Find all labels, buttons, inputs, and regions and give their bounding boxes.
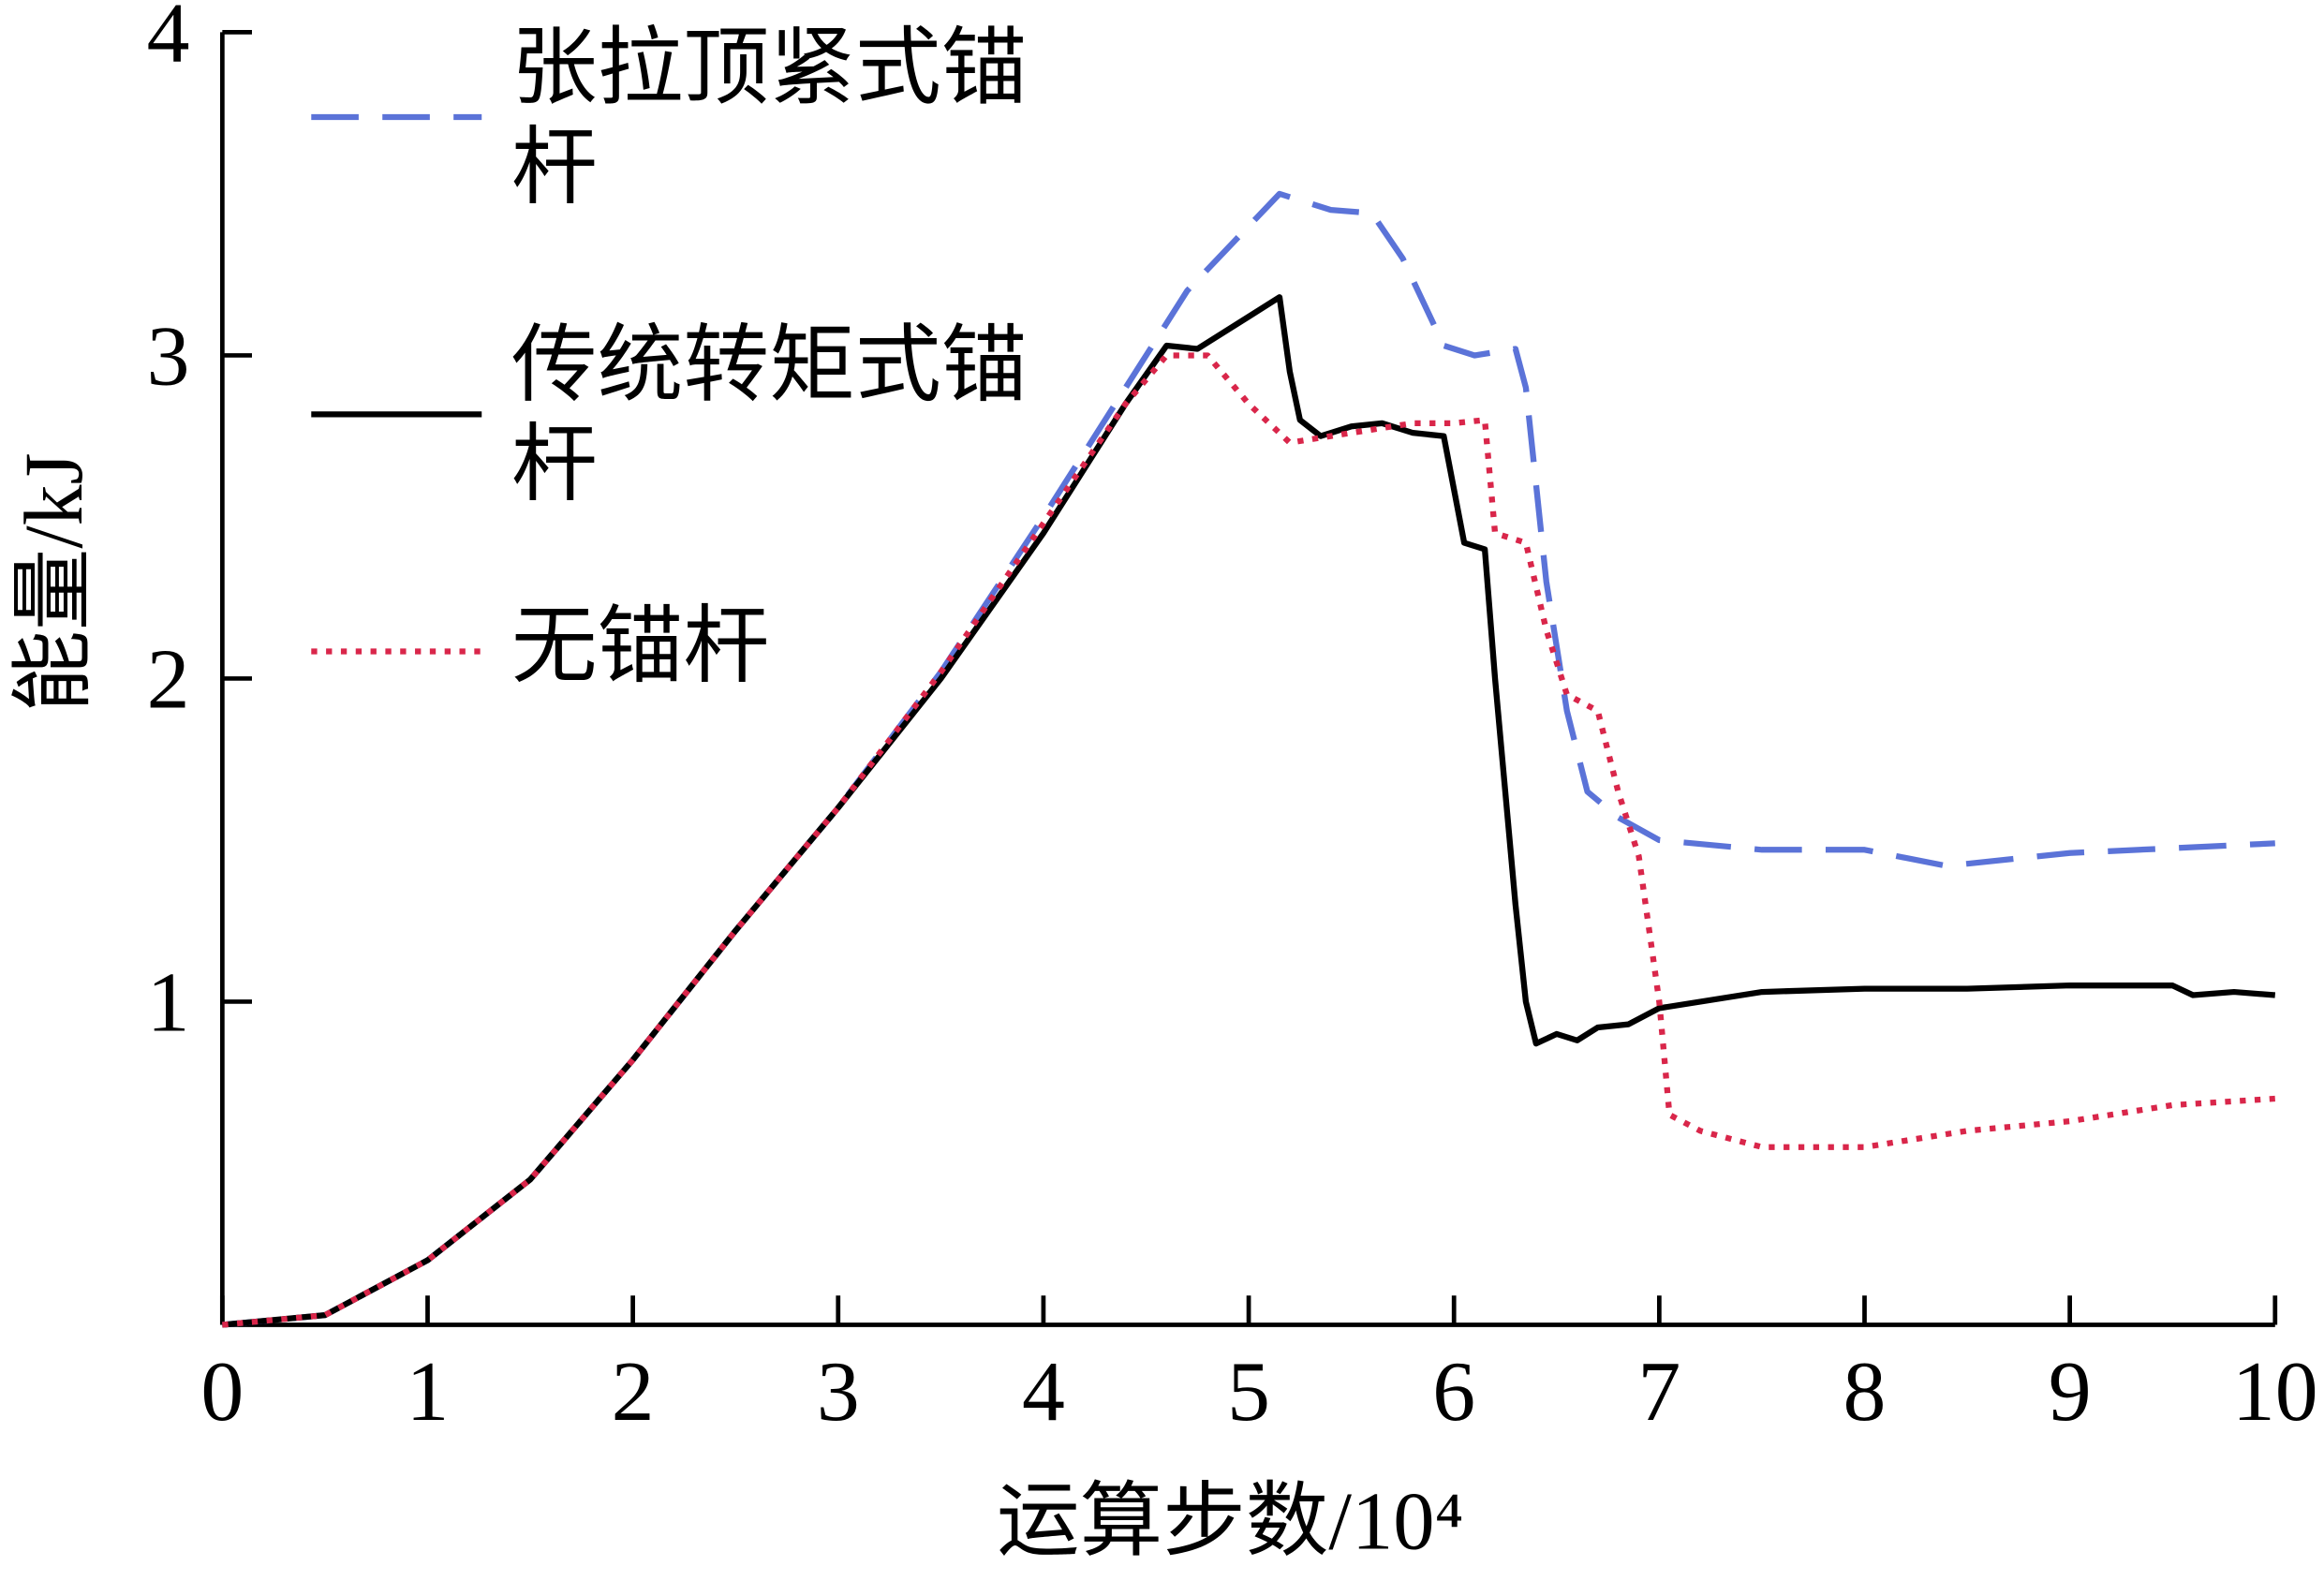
y-tick-label: 2 [147, 632, 190, 726]
x-tick-label: 7 [1637, 1345, 1680, 1439]
x-tick-label: 9 [2049, 1345, 2092, 1439]
x-tick-label: 4 [1022, 1345, 1065, 1439]
legend-item: 无锚杆 [511, 596, 770, 696]
legend-item: 张拉顶紧式锚杆 [511, 17, 1028, 217]
x-tick-label: 8 [1843, 1345, 1887, 1439]
legend-item: 传统转矩式锚杆 [511, 315, 1028, 514]
y-axis-label: 能量/kJ [9, 452, 101, 712]
x-tick-label: 10 [2232, 1345, 2318, 1439]
y-tick-label: 4 [147, 0, 190, 81]
x-tick-label: 1 [407, 1345, 450, 1439]
y-tick-label: 1 [147, 955, 190, 1049]
x-axis-label: 运算步数/10⁴ [997, 1477, 1463, 1567]
y-tick-label: 3 [147, 309, 190, 403]
legend-label: 张拉顶紧式锚杆 [511, 17, 1028, 217]
x-tick-label: 3 [817, 1345, 860, 1439]
legend-label: 无锚杆 [511, 596, 770, 696]
x-tick-label: 6 [1432, 1345, 1475, 1439]
x-tick-label: 5 [1227, 1345, 1270, 1439]
legend-label: 传统转矩式锚杆 [511, 315, 1028, 514]
x-tick-label: 2 [612, 1345, 655, 1439]
x-tick-label: 0 [200, 1345, 244, 1439]
